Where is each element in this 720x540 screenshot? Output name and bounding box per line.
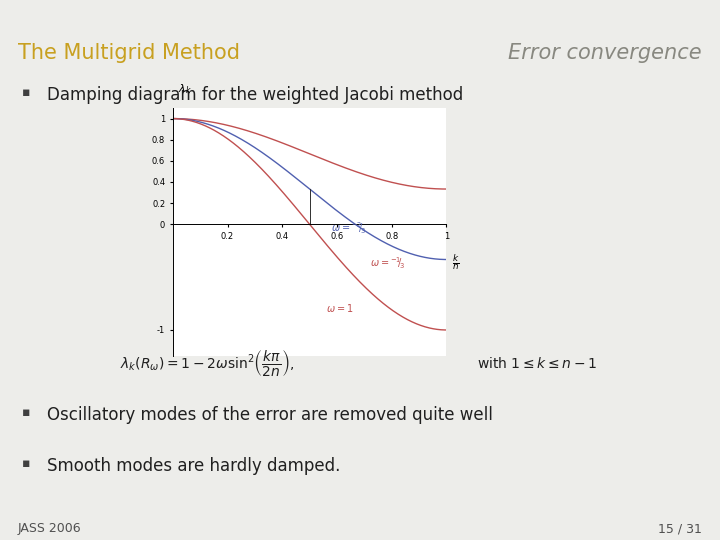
- Text: Error convergence: Error convergence: [508, 43, 702, 64]
- Text: JASS 2006: JASS 2006: [18, 522, 81, 535]
- Text: $\omega{=}^{-2}\!\!/\!_3$: $\omega{=}^{-2}\!\!/\!_3$: [331, 220, 366, 236]
- Text: Smooth modes are hardly damped.: Smooth modes are hardly damped.: [47, 457, 340, 475]
- Text: with $1 \leq k \leq n-1$: with $1 \leq k \leq n-1$: [477, 356, 597, 370]
- Text: 15 / 31: 15 / 31: [658, 522, 702, 535]
- Text: ▪: ▪: [22, 406, 30, 419]
- Text: ▪: ▪: [22, 86, 30, 99]
- Text: Oscillatory modes of the error are removed quite well: Oscillatory modes of the error are remov…: [47, 406, 492, 424]
- Text: $\omega{=}^{-1}\!\!/\!_3$: $\omega{=}^{-1}\!\!/\!_3$: [370, 255, 405, 271]
- Text: $\omega{=}1$: $\omega{=}1$: [326, 302, 354, 314]
- Text: The Multigrid Method: The Multigrid Method: [18, 43, 240, 64]
- Text: $\lambda_k$: $\lambda_k$: [179, 82, 192, 96]
- Text: ▪: ▪: [22, 457, 30, 470]
- Text: $\lambda_k(R_\omega) = 1 - 2\omega\sin^2\!\left(\dfrac{k\pi}{2n}\right),$: $\lambda_k(R_\omega) = 1 - 2\omega\sin^2…: [120, 348, 294, 378]
- Text: Damping diagram for the weighted Jacobi method: Damping diagram for the weighted Jacobi …: [47, 86, 463, 104]
- Text: $\frac{k}{n}$: $\frac{k}{n}$: [452, 252, 459, 272]
